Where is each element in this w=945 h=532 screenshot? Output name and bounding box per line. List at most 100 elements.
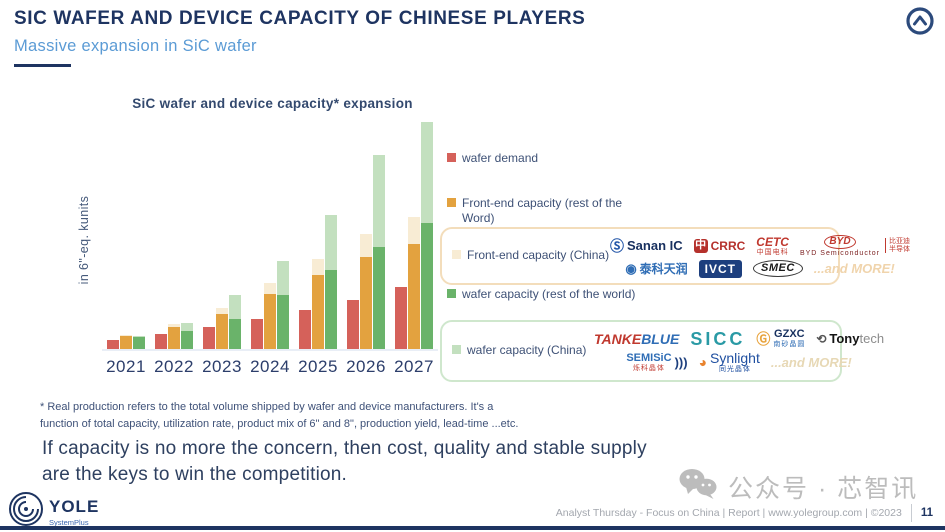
sanan-ic-logo: Ⓢ Sanan IC — [610, 239, 683, 253]
and-more-label: ...and MORE! — [814, 262, 895, 275]
yole-logo-icon — [8, 491, 44, 532]
sanan-ic-logo-icon: Ⓢ — [610, 237, 624, 254]
bar-segment — [133, 336, 145, 337]
synlight-logo-subtext: 同光晶体 — [718, 366, 751, 373]
bar-segment — [373, 155, 385, 247]
global-power-technology-logo-icon: ◉ — [625, 261, 637, 276]
x-axis-label-2024: 2024 — [250, 357, 290, 376]
bar-2021-frontend — [120, 335, 132, 349]
cetc-logo-subtext: 中国电科 — [756, 248, 789, 256]
bar-segment — [216, 314, 228, 349]
bar-2025-wafer — [325, 215, 337, 349]
legend-swatch-green — [447, 289, 456, 298]
bar-2027-demand — [395, 287, 407, 349]
bar-segment — [408, 244, 420, 349]
y-axis-label: in 6"-eq. kunits — [77, 195, 91, 285]
synlight-logo-text: Synlight — [710, 350, 760, 366]
bar-segment — [312, 275, 324, 349]
key-message-line: are the keys to win the competition. — [42, 464, 348, 486]
x-axis-label-2021: 2021 — [106, 357, 146, 376]
bar-segment — [264, 294, 276, 349]
bar-segment — [421, 122, 433, 223]
wafer-china-partner-box: wafer capacity (China) TANKE BLUE SICC Ⓖ GZX… — [440, 320, 884, 382]
bar-2021-demand — [107, 340, 119, 349]
sicc-logo: SICC — [690, 330, 745, 348]
frontend-china-logos: Ⓢ Sanan IC 中 CRRC CETC 中国电科 BYD BYD Semiconduct… — [610, 234, 910, 278]
legend-item-wafer-demand: wafer demand — [447, 151, 538, 166]
tonytech-logo-text: tech — [859, 331, 885, 346]
bar-segment — [347, 300, 359, 349]
x-axis-label-2027: 2027 — [394, 357, 434, 376]
byd-semiconductor-logo-sidetext: 比亚迪 — [889, 237, 910, 245]
title-underline — [14, 64, 71, 67]
legend-label: wafer capacity (China) — [467, 343, 587, 358]
legend-label: Front-end capacity (rest of the Word) — [462, 196, 623, 226]
logo-row: Ⓢ Sanan IC 中 CRRC CETC 中国电科 BYD BYD Semiconduct… — [610, 234, 910, 257]
byd-semiconductor-logo: BYD BYD Semiconductor 比亚迪 半导体 — [799, 234, 910, 257]
crrc-logo: 中 CRRC — [693, 238, 746, 253]
bar-2022-frontend — [168, 324, 180, 349]
bar-2026-frontend — [360, 234, 372, 349]
synlight-logo: ◕ Synlight 同光晶体 — [699, 351, 760, 373]
bar-segment — [229, 295, 241, 319]
chevron-up-circle-icon[interactable] — [905, 6, 935, 41]
synlight-logo-icon: ◕ — [698, 354, 708, 370]
bar-segment — [168, 324, 180, 327]
logo-row: SEMISiC 烁科晶体))) ◕ Synlight 同光晶体 ...and MORE! — [626, 351, 851, 373]
page-title: SIC WAFER AND DEVICE CAPACITY OF CHINESE… — [14, 8, 586, 29]
bar-segment — [168, 327, 180, 349]
legend-item-frontend-row: Front-end capacity (rest of the Word) — [447, 196, 629, 227]
and-more-label-text: ...and MORE! — [770, 354, 852, 370]
bar-segment — [408, 217, 420, 244]
bar-segment — [107, 340, 119, 349]
bar-2024-demand — [251, 319, 263, 349]
x-axis-label-2026: 2026 — [346, 357, 386, 376]
page-subtitle: Massive expansion in SiC wafer — [14, 37, 257, 55]
legend-item-frontend-china: Front-end capacity (China) — [452, 248, 610, 263]
footnote: * Real production refers to the total vo… — [40, 399, 518, 432]
bar-2025-demand — [299, 310, 311, 349]
bar-2024-frontend — [264, 283, 276, 349]
gzxc-logo-subtext: 南砂晶圆 — [773, 341, 806, 348]
chart-title: SiC wafer and device capacity* expansion — [132, 96, 413, 111]
gzxc-logo-text: GZXC — [774, 328, 805, 340]
x-axis-label-2025: 2025 — [298, 357, 338, 376]
byd-semiconductor-logo-text: BYD — [824, 234, 856, 249]
legend-item-wafer-row: wafer capacity (rest of the world) — [447, 287, 639, 302]
bar-segment — [373, 247, 385, 349]
gzxc-logo-icon: Ⓖ — [756, 330, 771, 347]
bar-segment — [181, 331, 193, 349]
tankeblue-logo-text: BLUE — [641, 330, 680, 347]
bar-segment — [229, 319, 241, 349]
footer-meta-text: Analyst Thursday - Focus on China | Repo… — [555, 507, 902, 519]
logo-row: TANKE BLUE SICC Ⓖ GZXC 南砂晶圆 ⟲ Tony tech — [594, 328, 885, 349]
bar-segment — [299, 310, 311, 349]
bar-segment — [325, 215, 337, 270]
bar-segment — [120, 336, 132, 349]
legend-swatch-lightgreen — [452, 345, 461, 355]
byd-semiconductor-logo-subtext: BYD Semiconductor — [799, 249, 880, 257]
cetc-logo: CETC 中国电科 — [756, 236, 789, 256]
tonytech-logo-icon: ⟲ — [816, 331, 827, 346]
bar-segment — [277, 261, 289, 295]
tankeblue-logo-text: TANKE — [594, 330, 642, 347]
bar-2027-frontend — [408, 217, 420, 349]
x-axis-label-2022: 2022 — [154, 357, 194, 376]
gzxc-logo: Ⓖ GZXC 南砂晶圆 — [756, 328, 806, 349]
bar-segment — [325, 270, 337, 349]
bar-segment — [277, 295, 289, 349]
crrc-logo-text: CRRC — [710, 238, 746, 253]
brand-name: YOLE — [49, 496, 100, 516]
bar-segment — [360, 257, 372, 349]
legend-label: wafer capacity (rest of the world) — [462, 287, 636, 301]
yole-brand: YOLE SystemPlus — [8, 491, 99, 532]
sanan-ic-logo-text: Sanan IC — [627, 238, 683, 253]
logo-row: ◉ 泰科天润 IVCT SMEC ...and MORE! — [625, 259, 895, 278]
semisic-logo-subtext: 烁科晶体 — [632, 364, 665, 372]
x-axis-label-2023: 2023 — [202, 357, 242, 376]
byd-semiconductor-logo-side: 比亚迪 半导体 — [885, 237, 910, 254]
bar-2026-demand — [347, 300, 359, 349]
bar-segment — [120, 335, 132, 336]
footer-meta: Analyst Thursday - Focus on China | Repo… — [556, 504, 933, 522]
bar-chart-plot — [102, 115, 438, 351]
